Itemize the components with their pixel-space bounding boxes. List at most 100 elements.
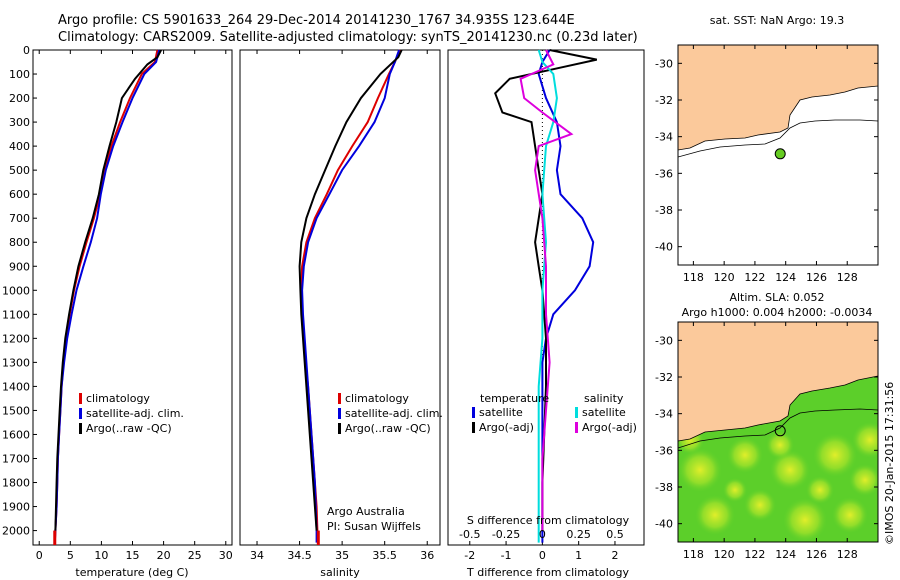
x-tick-label: 30 [219,549,233,562]
temperature-plot-frame [32,49,233,546]
sla-land [678,322,878,442]
salinity-x-axis: 34 34.5 35 35.5 36 [250,50,434,562]
y-tick-label: 400 [9,140,30,153]
header-line-2: Climatology: CARS2009. Satellite-adjuste… [58,30,638,45]
legend-label: satellite [479,406,523,419]
annotation-argo-australia: Argo Australia [327,505,405,518]
annotation-pi: PI: Susan Wijffels [327,520,421,533]
sla-map-frame [677,321,879,543]
lat-tick-label: -36 [655,444,673,457]
x-tick-label: -2 [464,549,475,562]
y-tick-label: 0 [23,44,30,57]
legend-swatch [338,423,341,434]
lon-tick-label: 122 [744,548,765,561]
y-tick-label: 300 [9,116,30,129]
y-tick-label: 500 [9,164,30,177]
y-tick-label: 600 [9,188,30,201]
s-tick-label: 0.25 [566,528,591,541]
s-tick-label: 0 [539,528,546,541]
series-temperature-satellite [537,49,595,543]
lat-tick-label: -32 [655,371,673,384]
depth-axis: 0 100 200 300 400 500 600 700 800 900 1000 1100 1200… [2,44,37,538]
difference-legend: temperature salinitysatelliteArgo(-adj)sa… [472,392,637,434]
sla-map-title-1: Altim. SLA: 0.052 [729,291,824,304]
series-argo-raw-qc- [54,49,162,531]
y-tick-label: 700 [9,212,30,225]
x-tick-label: 10 [94,549,108,562]
y-tick-label: 1600 [2,428,30,441]
sst-map-title: sat. SST: NaN Argo: 19.3 [710,14,844,27]
salinity-diff-ticklabels: -0.5 -0.25 0 0.25 0.5 [459,528,624,541]
y-tick-label: 1500 [2,404,30,417]
y-tick-label: 1300 [2,356,30,369]
series-satellite-adj-clim- [301,49,401,543]
lat-tick-label: -38 [655,204,673,217]
x-tick-label: 25 [188,549,202,562]
sla-anomaly-blob [849,464,878,496]
temperature-series [53,49,162,545]
lon-tick-label: 118 [683,548,704,561]
sla-map [678,322,878,542]
legend-label: satellite-adj. clim. [345,407,443,420]
legend-label: satellite-adj. clim. [86,407,184,420]
lon-tick-label: 124 [775,548,796,561]
sla-anomaly-blob [766,431,794,459]
y-tick-label: 1900 [2,501,30,514]
sla-field [678,422,878,542]
x-tick-label: 15 [126,549,140,562]
sst-map-axes: 118 120 122 124 126 128 -30 -32 -34 -36 -38 -40 [655,45,878,284]
y-tick-label: 1100 [2,308,30,321]
s-tick-label: -0.25 [492,528,520,541]
x-tick-label: 20 [157,549,171,562]
series-climatology [53,49,159,543]
legend-label: Argo(-adj) [582,421,637,434]
series-climatology [300,49,401,543]
legend-swatch [79,423,82,434]
sla-anomaly-blob [852,422,878,458]
x-tick-label: 1 [575,549,582,562]
temperature-x-axis: 0 5 10 15 20 25 30 [36,50,233,562]
y-tick-label: 200 [9,92,30,105]
legend-label: Argo(..raw -QC) [345,422,431,435]
y-tick-label: 100 [9,68,30,81]
lon-tick-label: 124 [775,271,796,284]
x-tick-label: 35 [335,549,349,562]
lat-tick-label: -30 [655,334,673,347]
lon-tick-label: 118 [683,271,704,284]
legend-title-temperature: temperature [480,392,549,405]
salinity-plot-frame [239,49,441,546]
y-tick-label: 1000 [2,284,30,297]
argo-float-marker [774,148,786,160]
series-salinity-argo-adj- [519,49,574,531]
x-tick-label: 36 [420,549,434,562]
legend-swatch [472,422,475,433]
sla-anomaly-blob [770,450,810,490]
salinity-legend: climatology satellite-adj. clim. Argo(..ra… [338,392,443,435]
difference-series [494,49,598,543]
x-tick-label: 34.5 [287,549,312,562]
sla-map-title-2: Argo h1000: 0.004 h2000: -0.0034 [682,306,873,319]
sla-anomaly-blob [695,495,735,535]
legend-label: satellite [582,406,626,419]
legend-label: climatology [345,392,409,405]
legend-label: Argo(..raw -QC) [86,422,172,435]
imos-stamp: ©IMOS 20-Jan-2015 17:31:56 [883,382,896,545]
y-tick-label: 2000 [2,525,30,538]
header-line-1: Argo profile: CS 5901633_264 29-Dec-2014… [58,13,575,28]
lat-tick-label: -38 [655,481,673,494]
x-tick-label: 2 [611,549,618,562]
lon-tick-label: 120 [714,548,735,561]
sla-anomaly-blob [744,489,776,521]
x-tick-label: -1 [501,549,512,562]
lat-tick-label: -36 [655,167,673,180]
sla-anomaly-blob [806,476,834,504]
sla-anomaly-blob [832,497,868,533]
lon-tick-label: 120 [714,271,735,284]
s-tick-label: 0.5 [606,528,624,541]
sla-anomaly-blob [783,498,827,542]
legend-swatch [338,408,341,419]
lat-tick-label: -30 [655,57,673,70]
x-tick-label: 34 [250,549,264,562]
y-tick-label: 1700 [2,452,30,465]
temperature-xlabel: temperature (deg C) [75,566,188,579]
